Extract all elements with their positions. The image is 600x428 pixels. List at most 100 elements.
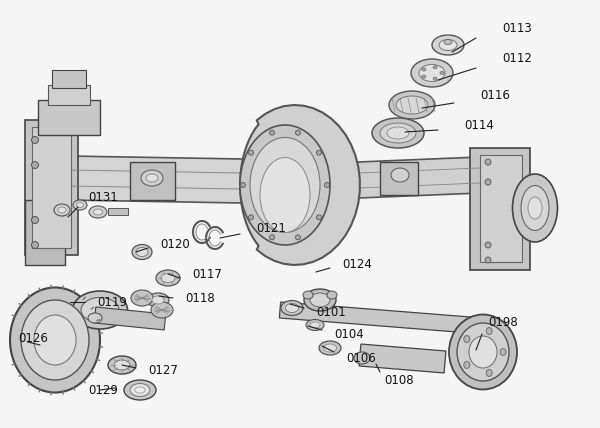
- Text: 0126: 0126: [18, 332, 48, 345]
- Ellipse shape: [380, 123, 416, 143]
- Ellipse shape: [316, 215, 322, 220]
- Ellipse shape: [32, 161, 38, 169]
- Text: 0120: 0120: [160, 238, 190, 250]
- Polygon shape: [108, 208, 128, 215]
- Ellipse shape: [485, 242, 491, 248]
- Polygon shape: [240, 105, 360, 265]
- Polygon shape: [48, 85, 90, 105]
- Ellipse shape: [10, 288, 100, 392]
- Ellipse shape: [295, 235, 301, 240]
- Ellipse shape: [433, 66, 437, 69]
- Ellipse shape: [316, 150, 322, 155]
- Ellipse shape: [250, 137, 320, 232]
- Polygon shape: [94, 307, 166, 330]
- Polygon shape: [52, 70, 86, 88]
- Ellipse shape: [114, 360, 130, 370]
- Ellipse shape: [241, 182, 245, 187]
- Text: 0127: 0127: [148, 363, 178, 377]
- Ellipse shape: [449, 315, 517, 389]
- Ellipse shape: [391, 168, 409, 182]
- Ellipse shape: [528, 197, 542, 219]
- Ellipse shape: [94, 209, 103, 215]
- Ellipse shape: [286, 303, 299, 312]
- Ellipse shape: [77, 202, 83, 208]
- Ellipse shape: [439, 39, 457, 51]
- Ellipse shape: [21, 300, 89, 380]
- Polygon shape: [38, 100, 100, 135]
- Ellipse shape: [156, 270, 180, 286]
- Text: 0118: 0118: [185, 291, 215, 304]
- Ellipse shape: [411, 59, 453, 87]
- Ellipse shape: [141, 170, 163, 186]
- Text: 0121: 0121: [256, 222, 286, 235]
- Text: 0119: 0119: [97, 295, 127, 309]
- Ellipse shape: [319, 341, 341, 355]
- Ellipse shape: [73, 200, 87, 210]
- Ellipse shape: [89, 206, 107, 218]
- Ellipse shape: [108, 356, 136, 374]
- Ellipse shape: [304, 289, 336, 311]
- Ellipse shape: [457, 323, 509, 381]
- Ellipse shape: [34, 315, 76, 365]
- Polygon shape: [470, 148, 530, 270]
- Polygon shape: [32, 127, 71, 248]
- Ellipse shape: [323, 344, 337, 352]
- Ellipse shape: [132, 244, 152, 259]
- Polygon shape: [359, 344, 446, 373]
- Ellipse shape: [306, 319, 324, 330]
- Text: 0104: 0104: [334, 327, 364, 341]
- Polygon shape: [130, 162, 175, 200]
- Ellipse shape: [485, 159, 491, 165]
- Ellipse shape: [58, 207, 66, 213]
- Ellipse shape: [327, 291, 337, 299]
- Text: 0106: 0106: [346, 351, 376, 365]
- Ellipse shape: [422, 68, 426, 71]
- Ellipse shape: [260, 158, 310, 232]
- Ellipse shape: [161, 273, 175, 282]
- Ellipse shape: [500, 348, 506, 356]
- Ellipse shape: [136, 247, 148, 256]
- Text: 0116: 0116: [480, 89, 510, 101]
- Ellipse shape: [88, 313, 102, 323]
- Polygon shape: [280, 302, 470, 333]
- Polygon shape: [380, 162, 418, 195]
- Text: 0112: 0112: [502, 51, 532, 65]
- Polygon shape: [68, 156, 301, 204]
- Polygon shape: [25, 120, 78, 255]
- Ellipse shape: [469, 336, 497, 368]
- Ellipse shape: [464, 361, 470, 369]
- Ellipse shape: [124, 380, 156, 400]
- Ellipse shape: [135, 387, 145, 393]
- Text: 0117: 0117: [192, 268, 222, 280]
- Ellipse shape: [303, 291, 313, 299]
- Text: 0129: 0129: [88, 383, 118, 396]
- Text: 0114: 0114: [464, 119, 494, 131]
- Ellipse shape: [310, 322, 320, 328]
- Ellipse shape: [433, 77, 437, 80]
- Ellipse shape: [54, 204, 70, 216]
- Ellipse shape: [269, 130, 275, 135]
- Text: 0113: 0113: [502, 21, 532, 35]
- Ellipse shape: [310, 293, 330, 307]
- Text: 0131: 0131: [88, 190, 118, 203]
- Text: 0198: 0198: [488, 315, 518, 329]
- Ellipse shape: [444, 39, 452, 45]
- Ellipse shape: [281, 300, 303, 315]
- Ellipse shape: [131, 290, 153, 306]
- Ellipse shape: [354, 352, 370, 364]
- Ellipse shape: [485, 257, 491, 263]
- Ellipse shape: [152, 296, 164, 304]
- Ellipse shape: [464, 336, 470, 342]
- Ellipse shape: [240, 125, 330, 245]
- Ellipse shape: [372, 118, 424, 148]
- Ellipse shape: [32, 137, 38, 143]
- Ellipse shape: [81, 297, 119, 323]
- Ellipse shape: [422, 75, 426, 78]
- Ellipse shape: [419, 65, 445, 81]
- Ellipse shape: [151, 302, 173, 318]
- Ellipse shape: [146, 174, 158, 182]
- Polygon shape: [25, 200, 65, 265]
- Ellipse shape: [325, 182, 329, 187]
- Text: 0108: 0108: [384, 374, 413, 386]
- Ellipse shape: [486, 327, 492, 335]
